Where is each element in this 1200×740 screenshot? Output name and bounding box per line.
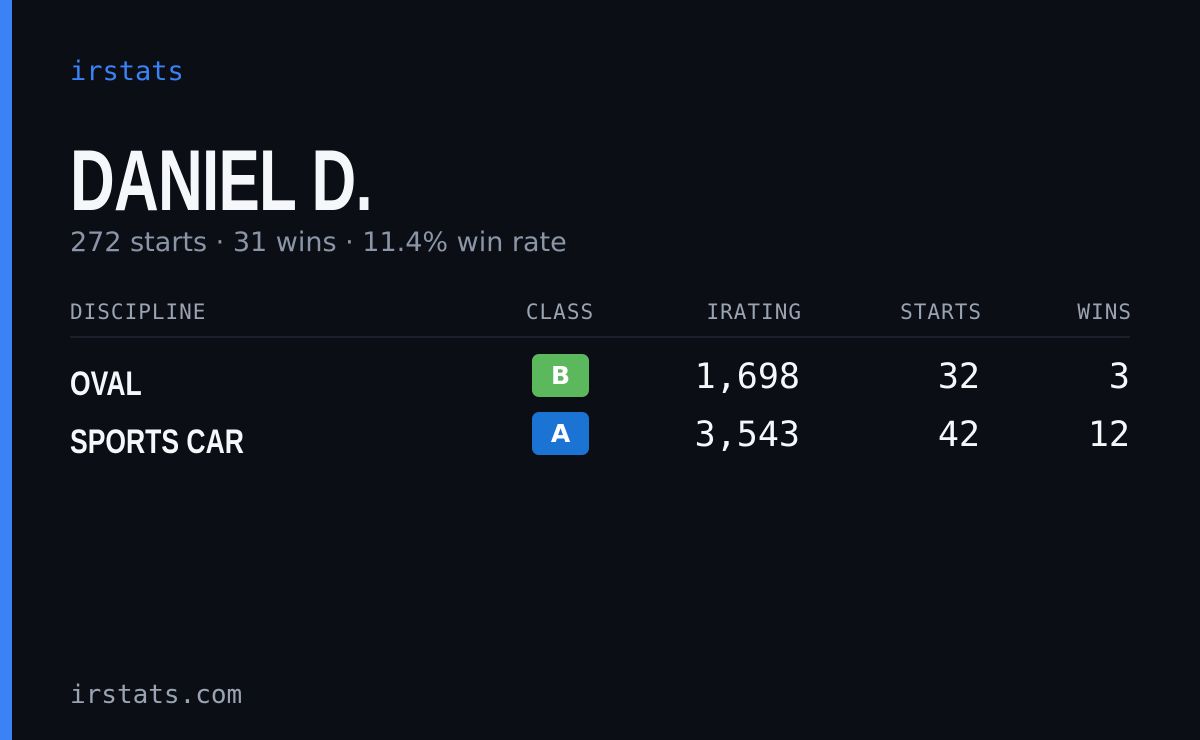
starts: 32 <box>937 357 980 397</box>
irating: 1,698 <box>694 357 800 397</box>
wins: 3 <box>1108 357 1130 397</box>
driver-name: DANIEL D. <box>70 133 373 229</box>
footer-url: irstats.com <box>70 680 243 710</box>
class-badge: B <box>532 354 589 397</box>
accent-stripe <box>0 0 12 740</box>
class-badge: A <box>532 412 589 455</box>
header-irating: IRATING <box>706 300 802 324</box>
irating: 3,543 <box>694 415 800 455</box>
brand: irstats <box>70 56 184 87</box>
header-wins: WINS <box>1077 300 1132 324</box>
header-rule <box>70 336 1130 338</box>
discipline: OVAL <box>70 365 142 403</box>
header-discipline: DISCIPLINE <box>70 300 207 324</box>
header-starts: STARTS <box>900 300 982 324</box>
discipline: SPORTS CAR <box>70 423 244 461</box>
starts: 42 <box>937 415 980 455</box>
driver-summary: 272 starts · 31 wins · 11.4% win rate <box>70 227 567 258</box>
header-class: CLASS <box>525 300 595 324</box>
wins: 12 <box>1087 415 1130 455</box>
